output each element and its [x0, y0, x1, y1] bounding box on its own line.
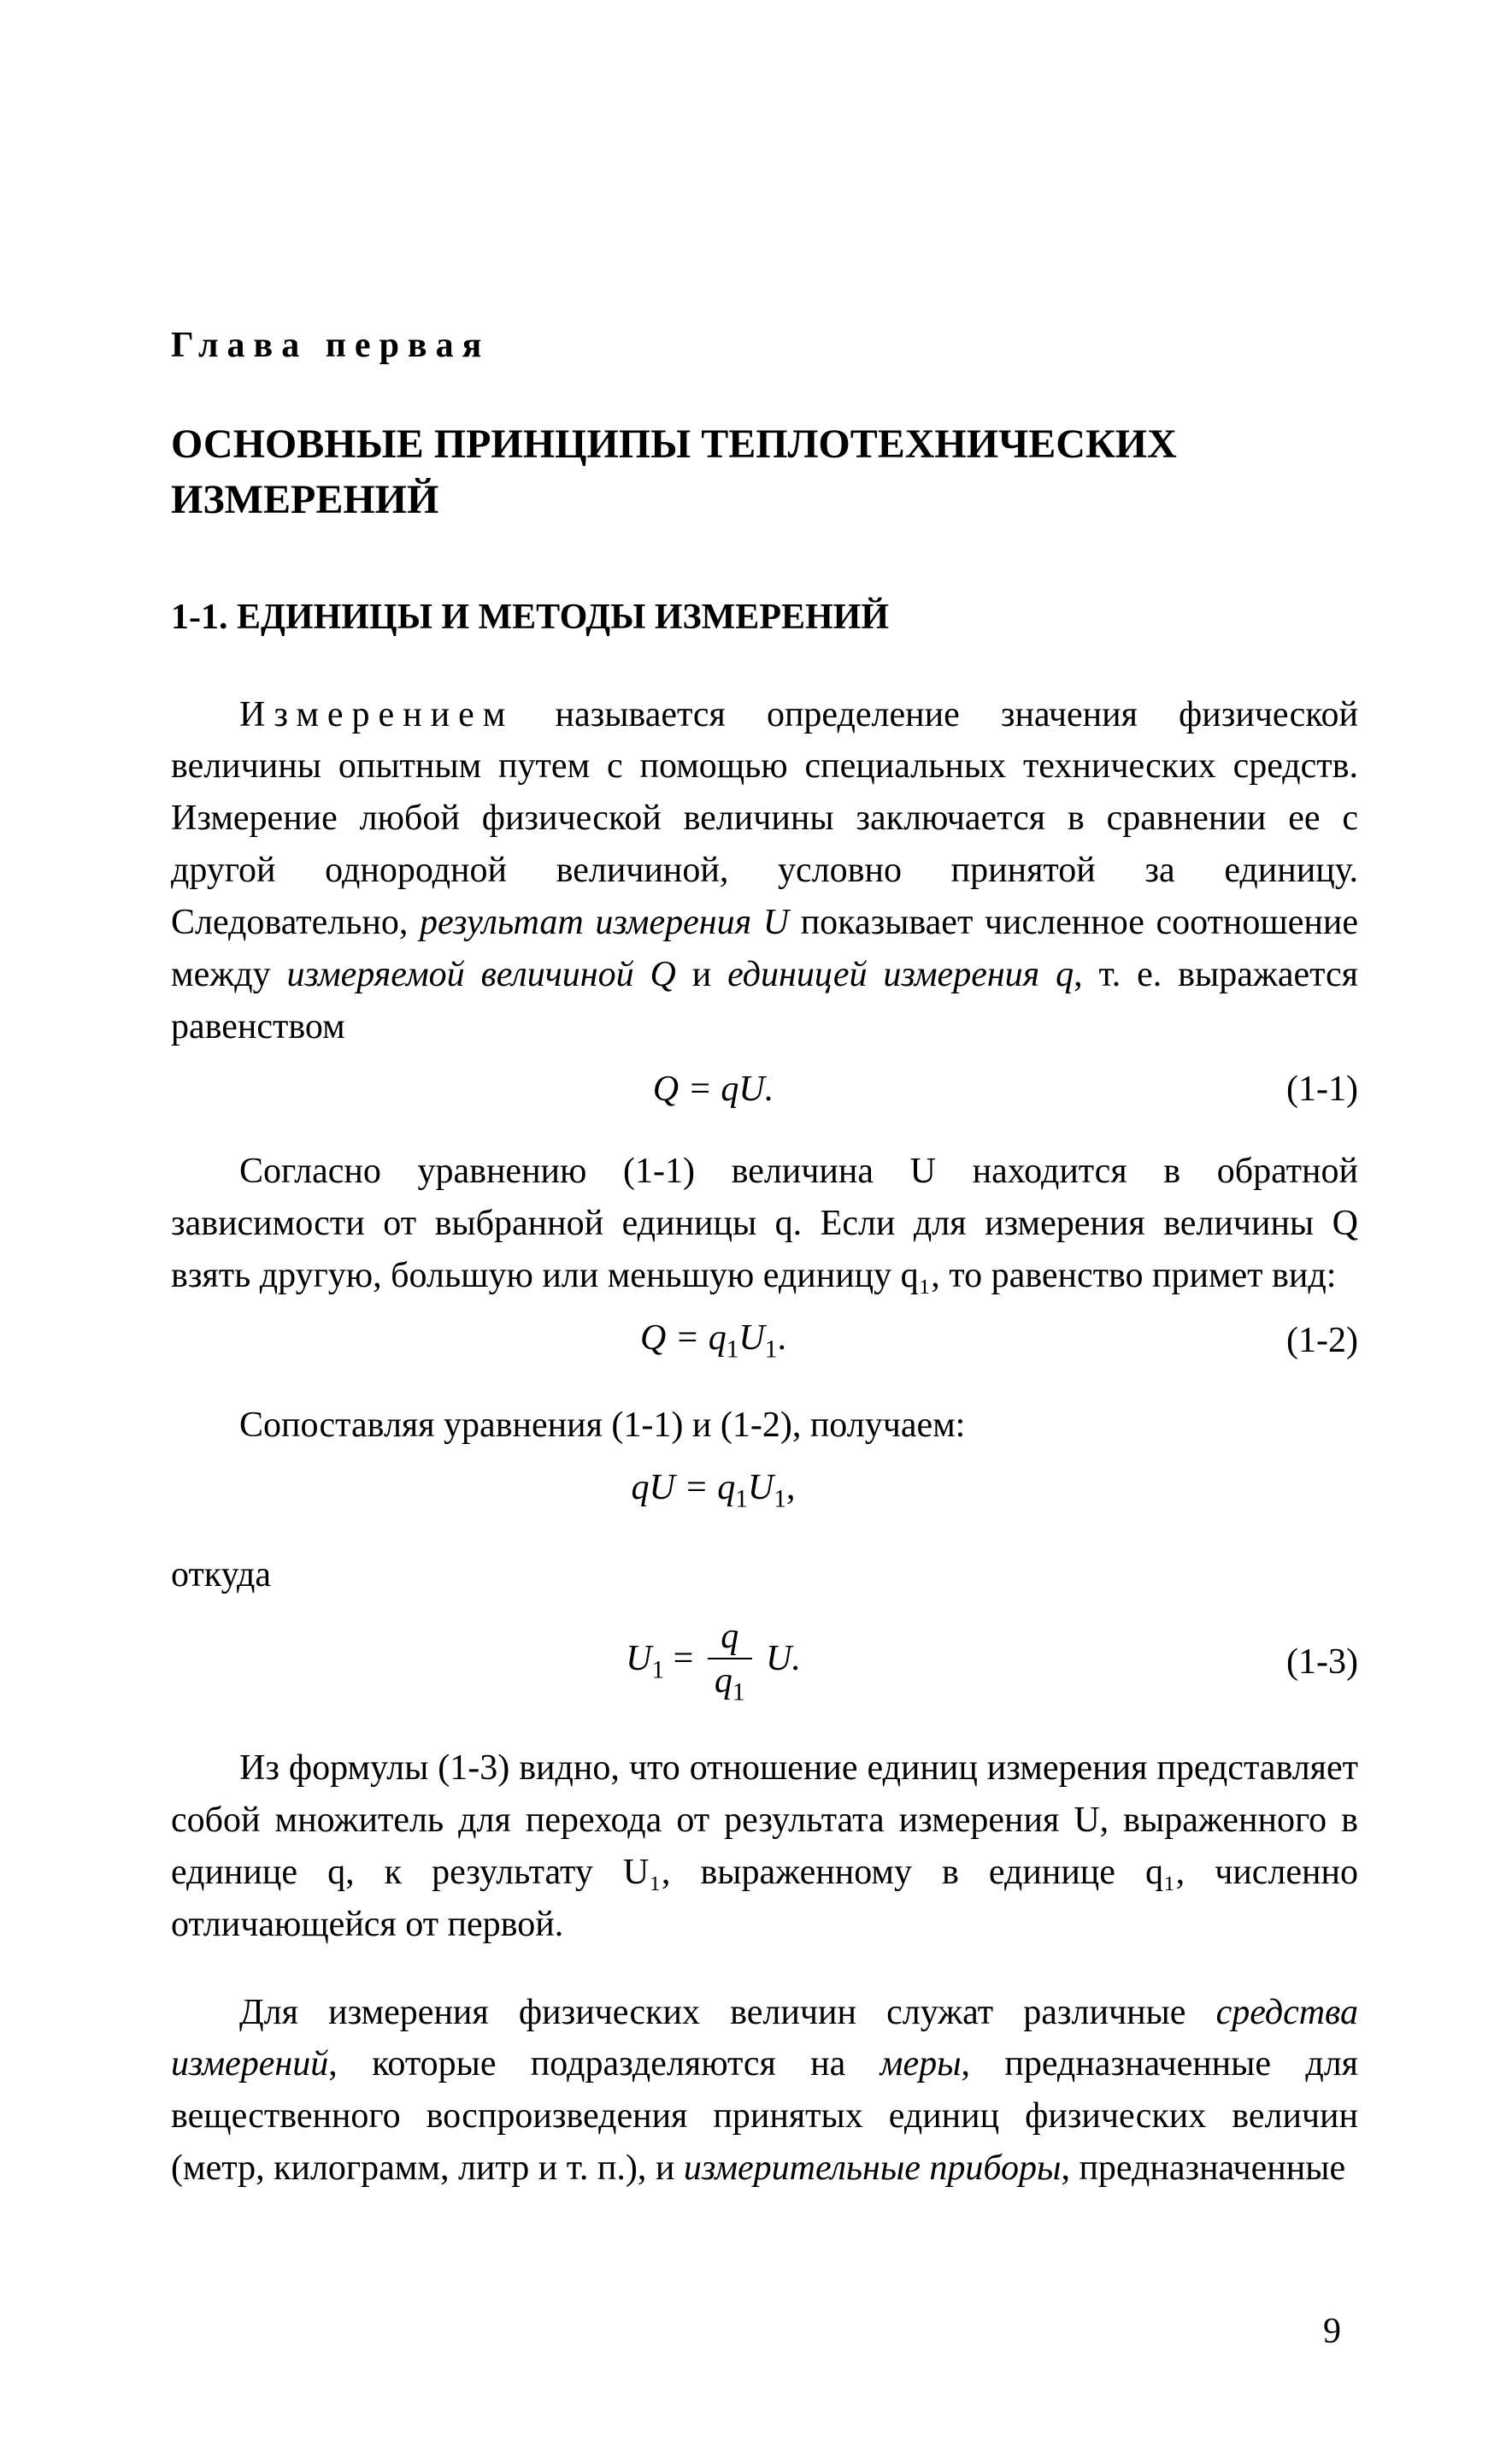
section-name: ЕДИНИЦЫ И МЕТОДЫ ИЗМЕРЕНИЙ	[237, 598, 889, 637]
equation-1-1: Q = qU. (1-1)	[171, 1069, 1358, 1110]
subscript: 1	[651, 1657, 664, 1684]
eq-text: qU = q	[632, 1468, 736, 1507]
paragraph-2: Согласно уравнению (1-1) величина U нахо…	[171, 1146, 1358, 1302]
section-number: 1-1.	[171, 598, 228, 637]
eq-text: q	[715, 1661, 732, 1700]
text-run: Для измерения физических величин служат …	[239, 1993, 1216, 2032]
paragraph-3: Сопоставляя уравнения (1-1) и (1-2), пол…	[171, 1400, 1358, 1452]
eq-text: =	[664, 1639, 703, 1678]
subscript: 1	[765, 1335, 778, 1363]
equation-body: Q = q1U1.	[171, 1317, 1256, 1364]
paragraph-4: откуда	[171, 1549, 1358, 1601]
eq-text: U	[738, 1318, 764, 1358]
text-run: и	[676, 955, 727, 994]
equation-intermediate: qU = q1U1,	[171, 1467, 1358, 1513]
eq-text: U	[626, 1639, 651, 1678]
denominator: q1	[708, 1659, 752, 1706]
equation-1-3: U1 = qq1 U. (1-3)	[171, 1617, 1358, 1706]
section-title: 1-1. ЕДИНИЦЫ И МЕТОДЫ ИЗМЕРЕНИЙ	[171, 597, 1358, 638]
equation-body: qU = q1U1,	[171, 1467, 1256, 1513]
page-number: 9	[1323, 2311, 1341, 2352]
italic-run: результат измерения U	[420, 903, 789, 942]
text-run: , которые подразделяются на	[328, 2044, 880, 2084]
fraction: qq1	[708, 1617, 752, 1706]
subscript: 1	[732, 1679, 745, 1706]
equation-1-2: Q = q1U1. (1-2)	[171, 1317, 1358, 1364]
eq-text: Q = q	[640, 1318, 727, 1358]
subscript: 1	[727, 1335, 739, 1363]
paragraph-1: Измерением называется определение значен…	[171, 689, 1358, 1053]
text-run: , предназначенные	[1061, 2148, 1345, 2188]
equation-number: (1-1)	[1256, 1069, 1358, 1110]
eq-text: U	[748, 1468, 774, 1507]
equation-number: (1-3)	[1256, 1641, 1358, 1683]
paragraph-6: Для измерения физических величин служат …	[171, 1987, 1358, 2196]
eq-text: ,	[786, 1468, 796, 1507]
italic-run: меры	[880, 2044, 962, 2084]
chapter-title: ОСНОВНЫЕ ПРИНЦИПЫ ТЕПЛОТЕХНИЧЕСКИХ ИЗМЕР…	[171, 417, 1358, 528]
term-emphasis: Измерением	[239, 695, 514, 734]
chapter-label: Глава первая	[171, 325, 1358, 366]
subscript: 1	[735, 1485, 748, 1512]
italic-run: измеряемой величиной Q	[287, 955, 676, 994]
equation-body: Q = qU.	[171, 1069, 1256, 1110]
italic-run: измерительные приборы	[684, 2148, 1062, 2188]
eq-text: .	[777, 1318, 786, 1358]
paragraph-5: Из формулы (1-3) видно, что отношение ед…	[171, 1742, 1358, 1951]
numerator: q	[708, 1617, 752, 1659]
equation-body: U1 = qq1 U.	[171, 1617, 1256, 1706]
italic-run: единицей измерения q	[727, 955, 1074, 994]
subscript: 1	[774, 1485, 786, 1512]
eq-text: U.	[757, 1639, 801, 1678]
equation-number: (1-2)	[1256, 1320, 1358, 1361]
page: Глава первая ОСНОВНЫЕ ПРИНЦИПЫ ТЕПЛОТЕХН…	[0, 0, 1512, 2446]
